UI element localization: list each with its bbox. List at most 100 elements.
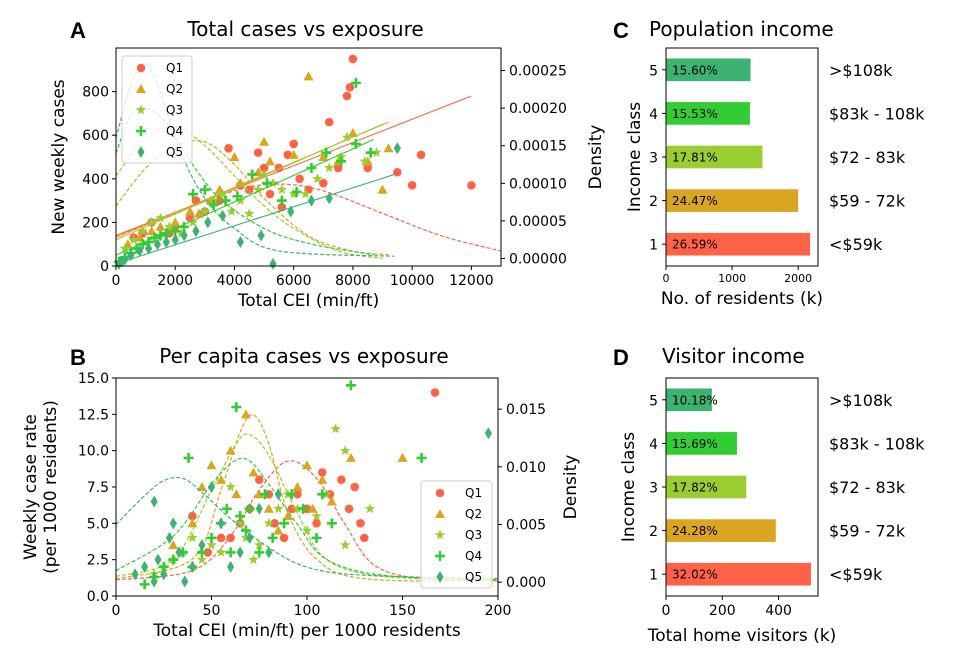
x-tick-label: 10000 bbox=[390, 273, 435, 289]
data-point bbox=[345, 380, 356, 391]
legend-marker-q3 bbox=[135, 104, 147, 115]
x-tick-label: 400 bbox=[765, 603, 792, 619]
data-point bbox=[165, 531, 174, 544]
x-tick-label: 50 bbox=[203, 603, 221, 619]
legend-marker-q3 bbox=[434, 529, 446, 540]
income-range-label: >$108k bbox=[829, 391, 893, 410]
data-point bbox=[192, 225, 200, 238]
series-q1 bbox=[115, 388, 499, 582]
y2-tick-label: 0.00000 bbox=[509, 251, 567, 267]
bar-percent-label: 10.18% bbox=[672, 393, 718, 407]
series-q3 bbox=[115, 423, 499, 581]
data-point bbox=[227, 560, 235, 573]
data-point bbox=[219, 209, 227, 222]
y2-tick-label: 0.00020 bbox=[509, 101, 567, 117]
data-point bbox=[393, 167, 402, 177]
data-point bbox=[282, 511, 293, 521]
income-range-label: >$108k bbox=[829, 61, 893, 80]
data-point bbox=[319, 178, 328, 188]
data-point bbox=[301, 525, 313, 535]
data-point bbox=[225, 445, 236, 455]
y-tick-label: 400 bbox=[82, 172, 109, 188]
data-point bbox=[270, 519, 279, 528]
data-point bbox=[188, 560, 196, 573]
data-point bbox=[199, 184, 210, 195]
legend-marker-q5 bbox=[436, 571, 444, 583]
data-point bbox=[267, 177, 279, 188]
plot-frame bbox=[665, 377, 819, 597]
y2-tick-label: 0.015 bbox=[506, 402, 546, 418]
data-point bbox=[259, 489, 270, 500]
data-point bbox=[127, 249, 135, 262]
data-point bbox=[348, 54, 358, 64]
data-point bbox=[344, 504, 354, 514]
data-point bbox=[193, 208, 204, 218]
y-tick-label: 4 bbox=[649, 107, 658, 123]
x-tick-label: 2000 bbox=[157, 273, 193, 289]
y-tick-label: 200 bbox=[82, 215, 109, 231]
y-tick-label: 12.5 bbox=[78, 407, 109, 423]
data-point bbox=[258, 168, 270, 179]
legend-label-q4: Q4 bbox=[166, 124, 183, 138]
data-point bbox=[183, 452, 194, 463]
data-point bbox=[254, 539, 265, 550]
y-axis-label: Income class bbox=[619, 432, 639, 542]
data-point bbox=[253, 148, 263, 157]
data-point bbox=[229, 152, 240, 161]
legend-label-q2: Q2 bbox=[166, 82, 183, 96]
data-point bbox=[248, 554, 259, 565]
y-tick-label: 0 bbox=[100, 259, 109, 275]
data-point bbox=[293, 489, 302, 499]
data-point bbox=[217, 188, 228, 199]
data-point bbox=[265, 546, 273, 559]
data-point bbox=[330, 423, 341, 434]
panel-letter: B bbox=[70, 345, 86, 370]
data-point bbox=[397, 452, 408, 462]
data-point bbox=[259, 163, 269, 173]
data-point bbox=[360, 533, 369, 543]
data-point bbox=[180, 229, 188, 242]
data-point bbox=[263, 517, 274, 528]
bar-class-4 bbox=[666, 102, 750, 125]
data-point bbox=[248, 467, 259, 477]
data-point bbox=[121, 253, 129, 266]
chart-title: Total cases vs exposure bbox=[186, 17, 423, 41]
data-point bbox=[170, 217, 181, 227]
data-point bbox=[232, 191, 243, 202]
data-point bbox=[298, 503, 309, 514]
y-axis-label: Weekly case rate(per 1000 residents) bbox=[21, 400, 61, 574]
data-point bbox=[155, 230, 166, 241]
data-point bbox=[416, 452, 427, 463]
data-point bbox=[153, 238, 162, 251]
data-point bbox=[340, 445, 351, 456]
y-tick-label: 3 bbox=[649, 481, 658, 497]
legend-label-q1: Q1 bbox=[166, 61, 183, 75]
data-point bbox=[150, 495, 158, 508]
data-point bbox=[187, 518, 198, 528]
series-q5 bbox=[115, 427, 499, 588]
data-point bbox=[204, 216, 212, 229]
data-point bbox=[347, 128, 358, 138]
legend-label-q4: Q4 bbox=[465, 549, 482, 563]
data-point bbox=[155, 212, 166, 223]
data-point bbox=[171, 233, 179, 246]
data-point bbox=[311, 510, 322, 521]
x-tick-label: 200 bbox=[709, 603, 736, 619]
data-point bbox=[307, 503, 318, 513]
data-point bbox=[206, 460, 217, 470]
data-point bbox=[144, 242, 153, 255]
data-point bbox=[300, 188, 311, 199]
bar-percent-label: 17.82% bbox=[672, 481, 718, 495]
x-tick-label: 0 bbox=[663, 272, 670, 285]
data-point bbox=[393, 142, 401, 155]
data-point bbox=[119, 243, 131, 253]
y-tick-label: 4 bbox=[649, 437, 658, 453]
chart-title: Per capita cases vs exposure bbox=[159, 344, 448, 368]
chart-title: Visitor income bbox=[662, 344, 805, 368]
bar-class-5 bbox=[666, 388, 712, 412]
data-point bbox=[198, 539, 206, 552]
y-axis-label: Income class bbox=[625, 102, 645, 212]
data-point bbox=[231, 402, 242, 413]
income-range-label: <$59k bbox=[829, 235, 883, 254]
